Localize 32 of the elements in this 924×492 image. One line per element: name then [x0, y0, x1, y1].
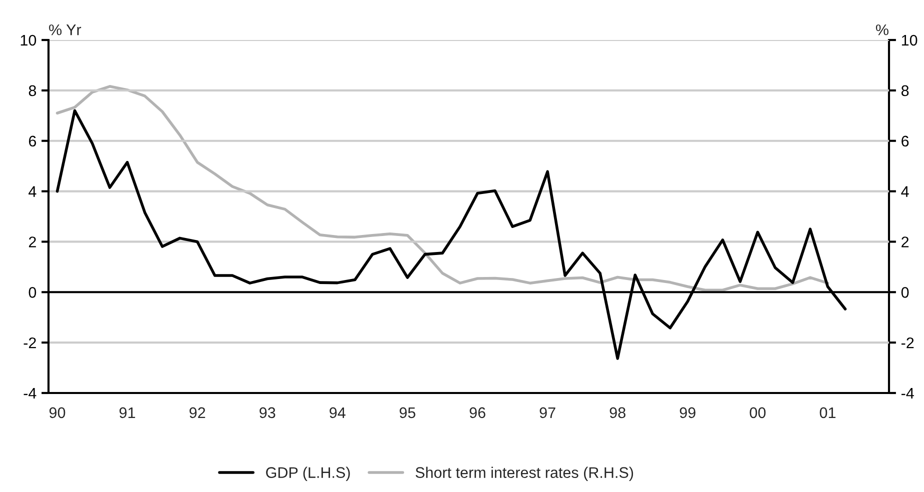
y2-tick-label: -4 — [901, 388, 914, 399]
y2-tick-label: 0 — [901, 287, 909, 298]
x-tick-label: 01 — [820, 407, 836, 418]
x-tick-label: 93 — [260, 407, 276, 418]
y2-tick-label: 6 — [902, 136, 909, 147]
y-axis-title: % Yr — [49, 24, 82, 36]
legend-label: GDP (L.H.S) — [266, 466, 350, 481]
x-tick-label: 96 — [470, 407, 486, 418]
x-tick-label: 98 — [610, 407, 626, 418]
y-tick-label: 8 — [28, 85, 36, 96]
x-tick-label: 97 — [540, 407, 556, 418]
x-tick-label: 99 — [680, 407, 696, 418]
y-tick-label: 10 — [20, 34, 36, 46]
y2-tick-label: -2 — [901, 337, 914, 348]
y2-tick-label: 2 — [902, 236, 909, 248]
y-tick-label: -2 — [24, 337, 36, 348]
y-tick-label: 6 — [28, 136, 36, 147]
x-tick-label: 95 — [400, 407, 416, 418]
x-tick-label: 91 — [120, 407, 136, 418]
y-tick-label: 4 — [28, 186, 36, 197]
y2-tick-label: 4 — [901, 186, 909, 197]
x-tick-label: 00 — [750, 407, 766, 418]
y2-axis-title: % — [876, 24, 888, 36]
y2-tick-label: 10 — [902, 34, 918, 46]
y-tick-label: 0 — [28, 287, 36, 298]
y2-tick-label: 8 — [901, 85, 909, 96]
y-tick-label: 2 — [28, 236, 36, 248]
y-tick-label: -4 — [24, 388, 36, 399]
x-tick-label: 94 — [330, 407, 346, 418]
legend-label: Short term interest rates (R.H.S) — [416, 466, 634, 481]
x-tick-label: 92 — [190, 407, 206, 418]
x-tick-label: 90 — [49, 407, 66, 418]
